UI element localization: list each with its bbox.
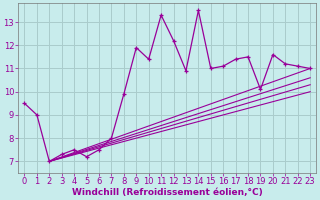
- X-axis label: Windchill (Refroidissement éolien,°C): Windchill (Refroidissement éolien,°C): [72, 188, 263, 197]
